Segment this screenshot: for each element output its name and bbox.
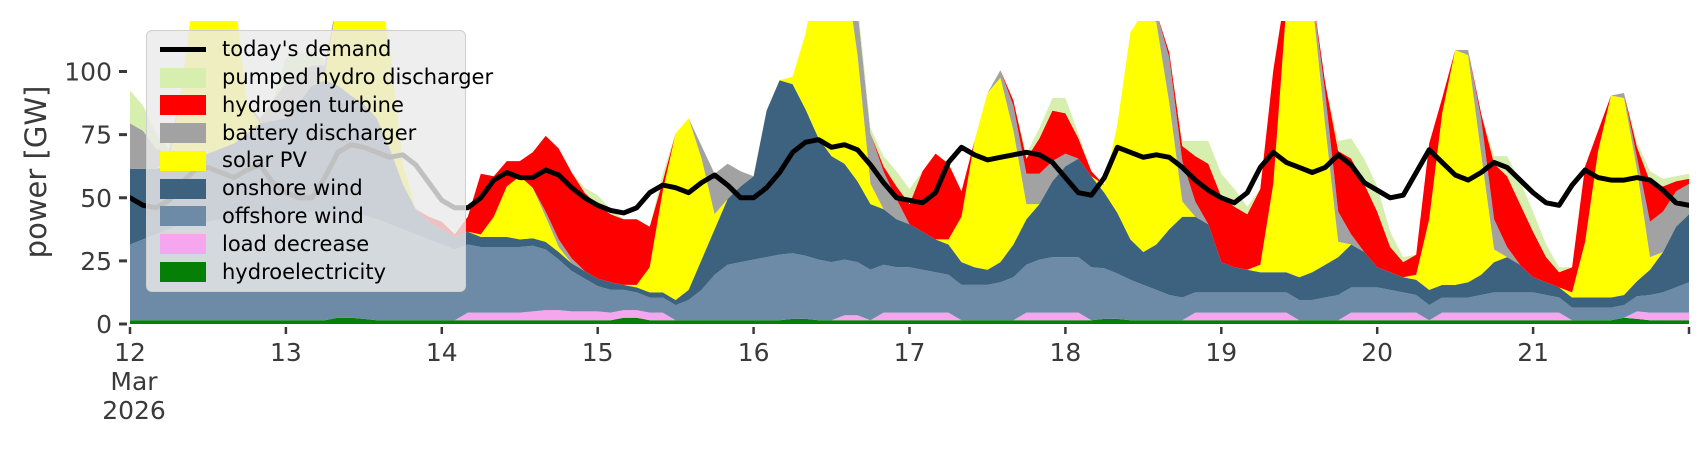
area-solar-pv [130,21,1689,300]
legend-item-hydroelectricity: hydroelectricity [147,259,465,286]
x-tick-label: 14 [426,338,458,367]
y-tick-label: 50 [80,184,112,213]
legend-label: hydroelectricity [222,259,387,284]
x-tick-label: 20 [1361,338,1393,367]
legend-color-swatch [160,234,206,255]
legend-color-swatch [160,95,206,116]
x-tick-label: 21 [1517,338,1549,367]
legend-label: offshore wind [222,203,364,228]
x-tick-label: 15 [582,338,614,367]
y-tick-label: 25 [80,247,112,276]
legend-item-hydrogen-turbine: hydrogen turbine [147,92,465,119]
area-load-decrease [130,310,1689,321]
legend-label: pumped hydro discharger [222,65,494,90]
legend-color-swatch [160,178,206,199]
legend-label: battery discharger [222,120,417,145]
y-tick-label: 100 [64,58,112,87]
legend-color-swatch [160,206,206,227]
legend-color-swatch [160,67,206,88]
x-tick-label: 13 [270,338,302,367]
y-tick-label: 75 [80,121,112,150]
y-tick-label: 0 [96,310,112,339]
area-onshore-wind [130,80,1689,308]
legend-item-onshore-wind: onshore wind [147,175,465,202]
area-hydrogen-turbine [130,21,1689,293]
x-tick-label: 12 [114,338,146,367]
legend-item-solar-pv: solar PV [147,147,465,174]
legend-label: onshore wind [222,176,363,201]
legend-label: solar PV [222,148,307,173]
x-tick-label: 16 [738,338,770,367]
legend-color-swatch [160,150,206,171]
x-tick-sublabel: 2026 [102,396,166,425]
x-tick-label: 17 [894,338,926,367]
legend-item-pumped-hydro-discharger: pumped hydro discharger [147,64,493,91]
legend-item-load-decrease: load decrease [147,231,465,258]
legend-color-swatch [160,262,206,282]
legend-item-battery-discharger: battery discharger [147,120,465,147]
legend-item-demand: today's demand [147,36,465,63]
legend-label: hydrogen turbine [222,92,404,117]
x-tick-label: 18 [1049,338,1081,367]
legend: today's demand pumped hydro discharger hyd… [146,30,493,292]
x-tick-sublabel: Mar [110,367,158,396]
legend-label: load decrease [222,231,370,256]
legend-label: today's demand [222,37,392,62]
area-hydroelectricity [130,317,1689,324]
legend-item-offshore-wind: offshore wind [147,203,465,230]
legend-line-swatch [160,47,206,53]
area-offshore-wind [130,211,1689,321]
y-axis-label: power [GW] [19,85,53,259]
legend-color-swatch [160,123,206,144]
x-tick-label: 19 [1205,338,1237,367]
